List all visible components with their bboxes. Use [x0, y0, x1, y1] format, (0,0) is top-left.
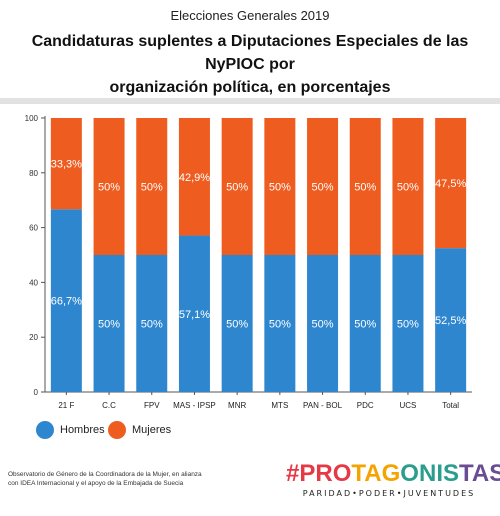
bar-data-label: 50% — [354, 182, 376, 194]
bar-data-label: 50% — [141, 182, 163, 194]
bar-data-label: 50% — [397, 319, 419, 331]
chart-supertitle: Elecciones Generales 2019 — [170, 8, 330, 23]
bar-segment-mujeres — [307, 118, 339, 255]
bar-segment-mujeres — [435, 118, 467, 249]
bar-segment-hombres — [178, 235, 210, 392]
bar-data-label: 50% — [98, 182, 120, 194]
legend-item-mujeres: Mujeres — [108, 421, 171, 439]
header-divider — [0, 98, 500, 104]
bar-segment-mujeres — [264, 118, 296, 255]
y-tick-label: 40 — [29, 278, 38, 287]
bar-data-label: 33,3% — [51, 159, 82, 171]
bar-segment-mujeres — [50, 118, 82, 210]
brand-logo: #PROTAGONISTAS PARIDAD•PODER•JUVENTUDES — [286, 460, 500, 498]
bar-data-label: 42,9% — [179, 172, 210, 184]
legend-swatch-hombres — [36, 421, 54, 439]
brand-title: #PROTAGONISTAS — [286, 460, 500, 487]
y-tick-label: 100 — [25, 114, 39, 123]
bar-data-label: 66,7% — [51, 296, 82, 308]
x-tick-label: PDC — [357, 401, 374, 410]
y-tick-label: 80 — [29, 169, 38, 178]
legend-label-mujeres: Mujeres — [132, 424, 172, 436]
footer-credit-line-1: Observatorio de Género de la Coordinador… — [8, 471, 202, 478]
bar-data-label: 50% — [269, 182, 291, 194]
chart-legend: Hombres Mujeres — [0, 421, 500, 441]
y-tick-label: 60 — [29, 224, 38, 233]
bar-segment-hombres — [50, 209, 82, 392]
x-tick-label: PAN - BOL — [303, 401, 343, 410]
legend-label-hombres: Hombres — [60, 424, 105, 436]
bar-segment-mujeres — [136, 118, 168, 255]
bar-data-label: 52,5% — [435, 315, 466, 327]
x-tick-label: Total — [442, 401, 459, 410]
bar-segment-mujeres — [221, 118, 253, 255]
bar-segment-hombres — [221, 255, 253, 392]
x-tick-label: C.C — [102, 401, 116, 410]
bar-data-label: 47,5% — [435, 178, 466, 190]
x-tick-label: MTS — [271, 401, 288, 410]
chart-title-line-2: organización política, en porcentajes — [109, 79, 391, 96]
bar-data-label: 50% — [354, 319, 376, 331]
bar-segment-mujeres — [178, 118, 210, 236]
x-tick-label: 21 F — [58, 401, 74, 410]
bar-data-label: 50% — [312, 319, 334, 331]
footer-credit-line-2: con IDEA Internacional y el apoyo de la … — [8, 480, 184, 487]
bar-segment-mujeres — [93, 118, 125, 255]
x-tick-label: MNR — [228, 401, 246, 410]
bar-data-label: 50% — [98, 319, 120, 331]
bar-data-label: 50% — [226, 182, 248, 194]
bar-data-label: 57,1% — [179, 309, 210, 321]
y-tick-label: 0 — [34, 388, 39, 397]
bar-segment-hombres — [93, 255, 125, 392]
bar-segment-mujeres — [349, 118, 381, 255]
footer-credit: Observatorio de Género de la Coordinador… — [8, 470, 258, 488]
brand-subtitle: PARIDAD•PODER•JUVENTUDES — [302, 489, 476, 498]
bar-data-label: 50% — [226, 319, 248, 331]
bar-data-label: 50% — [141, 319, 163, 331]
bar-segment-hombres — [435, 248, 467, 392]
bar-segment-hombres — [136, 255, 168, 392]
chart-title-line-1: Candidaturas suplentes a Diputaciones Es… — [31, 33, 469, 73]
bar-data-label: 50% — [397, 182, 419, 194]
bar-data-label: 50% — [312, 182, 334, 194]
chart-title: Candidaturas suplentes a Diputaciones Es… — [10, 30, 490, 99]
bar-segment-hombres — [307, 255, 339, 392]
bar-segment-mujeres — [392, 118, 424, 255]
legend-item-hombres: Hombres — [36, 421, 105, 439]
x-tick-label: UCS — [400, 401, 417, 410]
x-tick-label: MAS - IPSP — [173, 401, 216, 410]
bar-segment-hombres — [349, 255, 381, 392]
bar-data-label: 50% — [269, 319, 291, 331]
bar-segment-hombres — [264, 255, 296, 392]
bar-segment-hombres — [392, 255, 424, 392]
y-tick-label: 20 — [29, 333, 38, 342]
x-tick-label: FPV — [144, 401, 160, 410]
stacked-bar-chart: 0 20 40 60 80 100 66,7% 33,3% 21 F 50% 50% C.C 50% 50… — [25, 114, 472, 410]
legend-swatch-mujeres — [108, 421, 126, 439]
